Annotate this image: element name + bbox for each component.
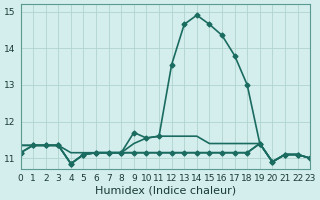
X-axis label: Humidex (Indice chaleur): Humidex (Indice chaleur) [95, 186, 236, 196]
